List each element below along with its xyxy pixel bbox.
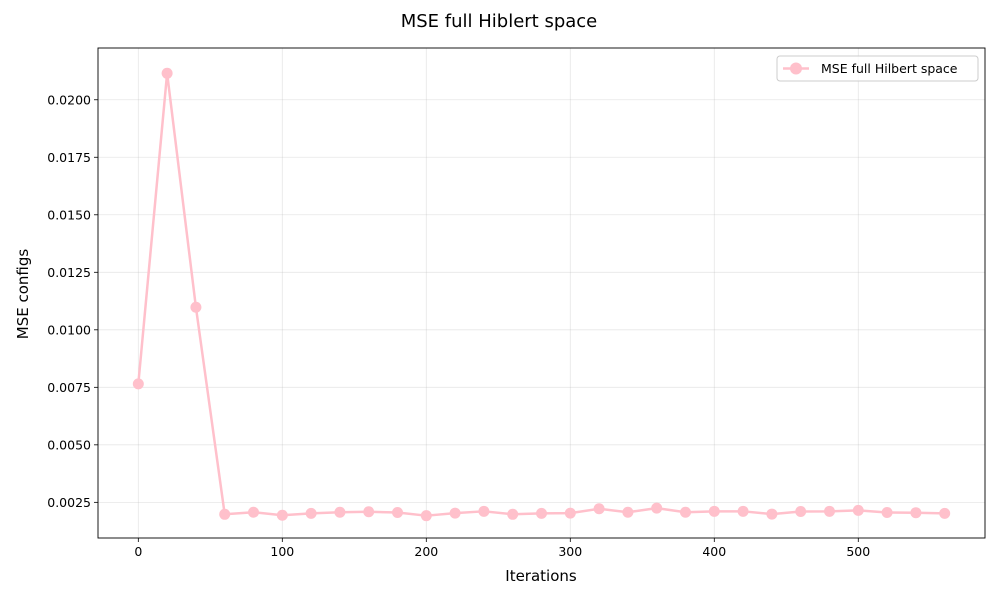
- data-point: [248, 506, 260, 518]
- data-point: [161, 67, 173, 79]
- axes: [94, 47, 986, 542]
- chart-title: MSE full Hiblert space: [401, 11, 598, 32]
- plot-frame: [97, 47, 986, 539]
- data-point: [679, 506, 691, 518]
- x-tick-label: 500: [846, 544, 870, 559]
- data-point: [536, 507, 547, 519]
- x-tick-label: 300: [558, 544, 582, 559]
- data-point: [852, 504, 864, 516]
- data-point: [939, 507, 951, 519]
- y-tick-label: 0.0100: [47, 322, 91, 337]
- data-point: [363, 506, 375, 518]
- data-point: [276, 509, 288, 521]
- y-tick-label: 0.0025: [47, 495, 91, 510]
- data-point: [795, 506, 807, 518]
- y-tick-label: 0.0050: [47, 437, 91, 452]
- data-point: [334, 506, 346, 518]
- x-tick-label: 0: [134, 544, 142, 559]
- data-point: [449, 507, 461, 519]
- y-tick-label: 0.0125: [47, 265, 91, 280]
- data-point: [766, 508, 778, 520]
- data-point: [881, 506, 893, 518]
- series-layer: [132, 67, 951, 522]
- x-tick-label: 100: [270, 544, 294, 559]
- legend: MSE full Hilbert space: [776, 55, 979, 82]
- y-tick-label: 0.0075: [47, 380, 91, 395]
- data-point: [190, 301, 202, 313]
- legend-label: MSE full Hilbert space: [821, 61, 958, 76]
- data-point: [737, 505, 749, 517]
- data-point: [564, 507, 576, 519]
- data-point: [219, 508, 231, 520]
- data-point: [132, 378, 144, 390]
- x-tick-label: 400: [702, 544, 726, 559]
- y-axis-title: MSE configs: [14, 249, 32, 340]
- data-point: [420, 510, 432, 522]
- legend-marker-swatch: [790, 62, 802, 75]
- y-tick-label: 0.0200: [47, 92, 91, 107]
- data-point: [708, 505, 720, 517]
- data-point: [507, 508, 519, 520]
- data-point: [392, 506, 404, 518]
- data-point: [593, 503, 605, 515]
- legend-box: [776, 55, 979, 82]
- grid: [98, 48, 985, 538]
- tick-labels: 0 100 200 300 400 500 0.0025 0.0050 0.0075 0.0100…: [47, 92, 870, 559]
- data-point: [305, 507, 317, 519]
- x-axis-title: Iterations: [505, 567, 577, 585]
- y-tick-label: 0.0175: [47, 150, 91, 165]
- data-point: [622, 506, 634, 518]
- data-point: [823, 505, 835, 517]
- data-point: [478, 505, 490, 517]
- data-point: [651, 502, 663, 514]
- data-point: [910, 507, 922, 519]
- y-tick-label: 0.0150: [47, 207, 91, 222]
- x-tick-label: 200: [414, 544, 438, 559]
